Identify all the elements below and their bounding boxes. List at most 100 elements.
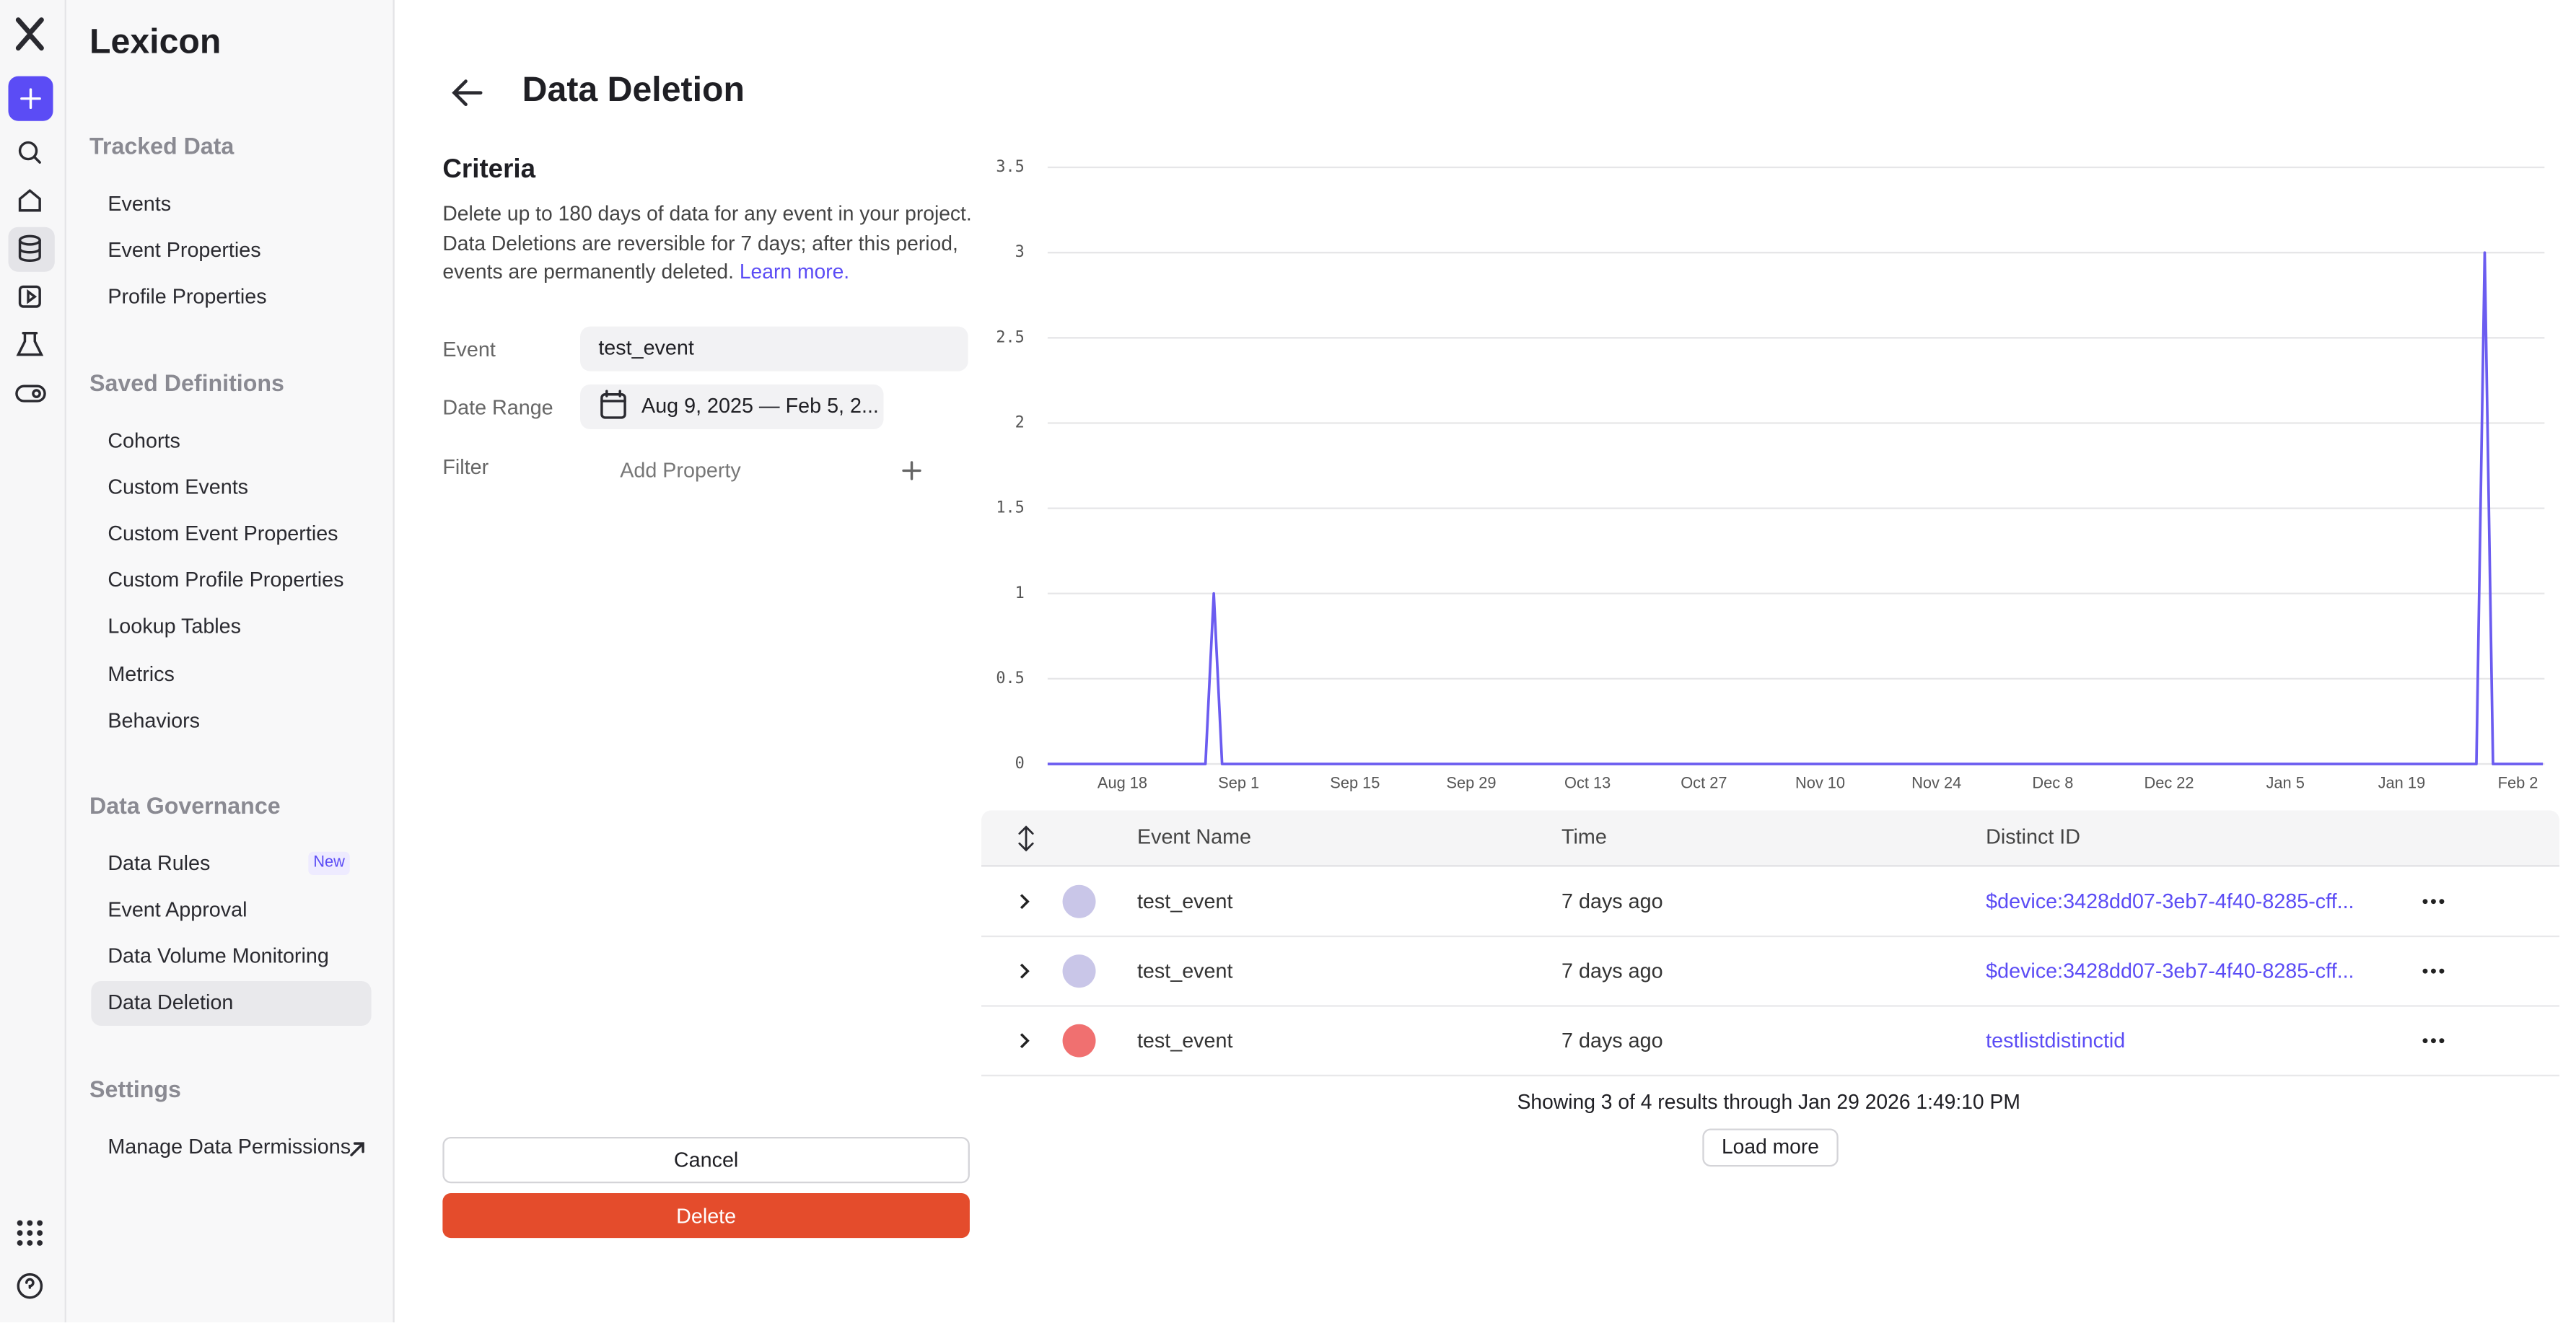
x-tick-label: Jan 19 xyxy=(2378,773,2426,791)
nav-item[interactable]: Manage Data Permissions xyxy=(108,1134,351,1158)
table-cell: test_event xyxy=(1136,959,1233,983)
plus-icon xyxy=(20,88,41,110)
section-header: Settings xyxy=(89,1075,181,1102)
nav-item[interactable]: Lookup Tables xyxy=(108,615,242,639)
avatar xyxy=(1062,954,1096,988)
date-label: Date Range xyxy=(442,396,553,420)
external-link-icon xyxy=(350,1142,364,1156)
help-icon[interactable] xyxy=(17,1273,43,1299)
x-tick-label: Feb 2 xyxy=(2498,773,2538,791)
table-cell: 7 days ago xyxy=(1561,959,1663,983)
toggle-icon[interactable] xyxy=(15,384,46,403)
nav-item[interactable]: Data Deletion xyxy=(108,991,234,1015)
x-tick-label: Dec 22 xyxy=(2144,773,2194,791)
sidebar xyxy=(66,0,395,1323)
delete-button[interactable] xyxy=(442,1193,970,1239)
table-cell: test_event xyxy=(1136,889,1233,913)
nav-item[interactable]: Events xyxy=(108,191,172,215)
add-property[interactable]: Add Property xyxy=(620,459,741,483)
page-title: Data Deletion xyxy=(522,71,745,110)
chart: 0 0.5 1 1.5 2 2.5 3 3.5 Aug 18 Sep 1 Sep 15 Sep 29 O… xyxy=(996,158,2545,791)
date-range-pill[interactable] xyxy=(580,384,884,430)
expand-chevron xyxy=(1020,1033,1030,1049)
y-tick-label: 3.5 xyxy=(996,158,1024,176)
nav-item[interactable]: Data Volume Monitoring xyxy=(108,944,329,968)
x-tick-label: Jan 5 xyxy=(2266,773,2304,791)
more-dot xyxy=(2422,1038,2428,1044)
table-cell[interactable]: $device:3428dd07-3eb7-4f40-8285-cff... xyxy=(1986,959,2354,983)
selected-item-bg xyxy=(91,981,372,1027)
nav-item[interactable]: Cohorts xyxy=(108,428,180,452)
collapse-icon[interactable] xyxy=(1018,825,1034,852)
section-header: Tracked Data xyxy=(89,132,235,159)
cancel-button[interactable] xyxy=(442,1136,970,1184)
nav-item[interactable]: Data Rules xyxy=(108,850,211,874)
lexicon-icon-bg xyxy=(8,227,55,272)
y-tick-label: 3 xyxy=(1015,243,1025,261)
more-dot xyxy=(2430,1038,2436,1044)
more-dot xyxy=(2430,899,2436,905)
nav-item[interactable]: Custom Event Properties xyxy=(108,522,338,545)
nav-item[interactable]: Event Properties xyxy=(108,238,261,262)
cancel-label: Cancel xyxy=(673,1148,739,1172)
nav-item[interactable]: Custom Events xyxy=(108,475,249,498)
load-more-label: Load more xyxy=(1721,1135,1820,1159)
section-header: Data Governance xyxy=(89,792,281,819)
column-header: Event Name xyxy=(1136,825,1251,849)
x-tick-label: Sep 29 xyxy=(1446,773,1496,791)
x-tick-label: Oct 27 xyxy=(1681,773,1727,791)
date-value[interactable]: Aug 9, 2025 — Feb 5, 2... xyxy=(641,394,879,418)
icon-rail xyxy=(0,0,66,1323)
home-icon[interactable] xyxy=(18,188,41,212)
event-label: Event xyxy=(442,338,496,361)
x-tick-label: Nov 10 xyxy=(1795,773,1845,791)
line-series xyxy=(1047,251,2544,765)
y-tick-label: 1.5 xyxy=(996,499,1024,517)
more-dot xyxy=(2439,1038,2445,1044)
more-dot xyxy=(2422,968,2428,974)
y-tick-label: 0 xyxy=(1015,755,1025,773)
expand-chevron xyxy=(1020,894,1030,910)
description-text: Delete up to 180 days of data for any ev… xyxy=(442,202,972,284)
nav-item[interactable]: Metrics xyxy=(108,662,175,685)
delete-label: Delete xyxy=(676,1205,737,1228)
table-cell: test_event xyxy=(1136,1029,1233,1052)
new-badge: New xyxy=(308,850,350,874)
load-more-button[interactable] xyxy=(1702,1128,1839,1167)
x-tick-label: Dec 8 xyxy=(2032,773,2073,791)
nav-item[interactable]: Behaviors xyxy=(108,708,201,732)
learn-more-link[interactable]: Learn more. xyxy=(739,260,850,284)
expand-chevron xyxy=(1020,963,1030,979)
calendar-icon xyxy=(600,393,626,419)
x-tick-label: Sep 1 xyxy=(1218,773,1259,791)
y-tick-label: 1 xyxy=(1015,584,1025,602)
column-header: Time xyxy=(1561,825,1607,849)
x-tick-label: Sep 15 xyxy=(1330,773,1380,791)
more-dot xyxy=(2439,899,2445,905)
table-cell[interactable]: testlistdistinctid xyxy=(1986,1029,2126,1052)
x-tick-label: Aug 18 xyxy=(1098,773,1147,791)
more-dot xyxy=(2422,899,2428,905)
nav-item[interactable]: Custom Profile Properties xyxy=(108,568,344,592)
table-cell[interactable]: $device:3428dd07-3eb7-4f40-8285-cff... xyxy=(1986,889,2354,913)
add-filter-icon[interactable] xyxy=(902,461,921,480)
lab-icon[interactable] xyxy=(16,332,44,356)
more-dot xyxy=(2439,968,2445,974)
avatar xyxy=(1062,884,1096,918)
more-dot xyxy=(2430,968,2436,974)
logo xyxy=(15,17,44,51)
search-icon[interactable] xyxy=(18,141,38,161)
x-tick-label: Oct 13 xyxy=(1564,773,1611,791)
apps-icon[interactable] xyxy=(17,1220,43,1246)
replay-icon[interactable] xyxy=(18,285,41,308)
avatar xyxy=(1062,1024,1096,1058)
column-header: Distinct ID xyxy=(1986,825,2081,849)
back-arrow[interactable] xyxy=(452,79,483,107)
table-footer: Showing 3 of 4 results through Jan 29 20… xyxy=(1517,1090,2020,1114)
event-value[interactable]: test_event xyxy=(598,336,694,360)
nav-item[interactable]: Profile Properties xyxy=(108,284,267,309)
event-input[interactable] xyxy=(580,326,968,372)
nav-item[interactable]: Event Approval xyxy=(108,897,247,921)
